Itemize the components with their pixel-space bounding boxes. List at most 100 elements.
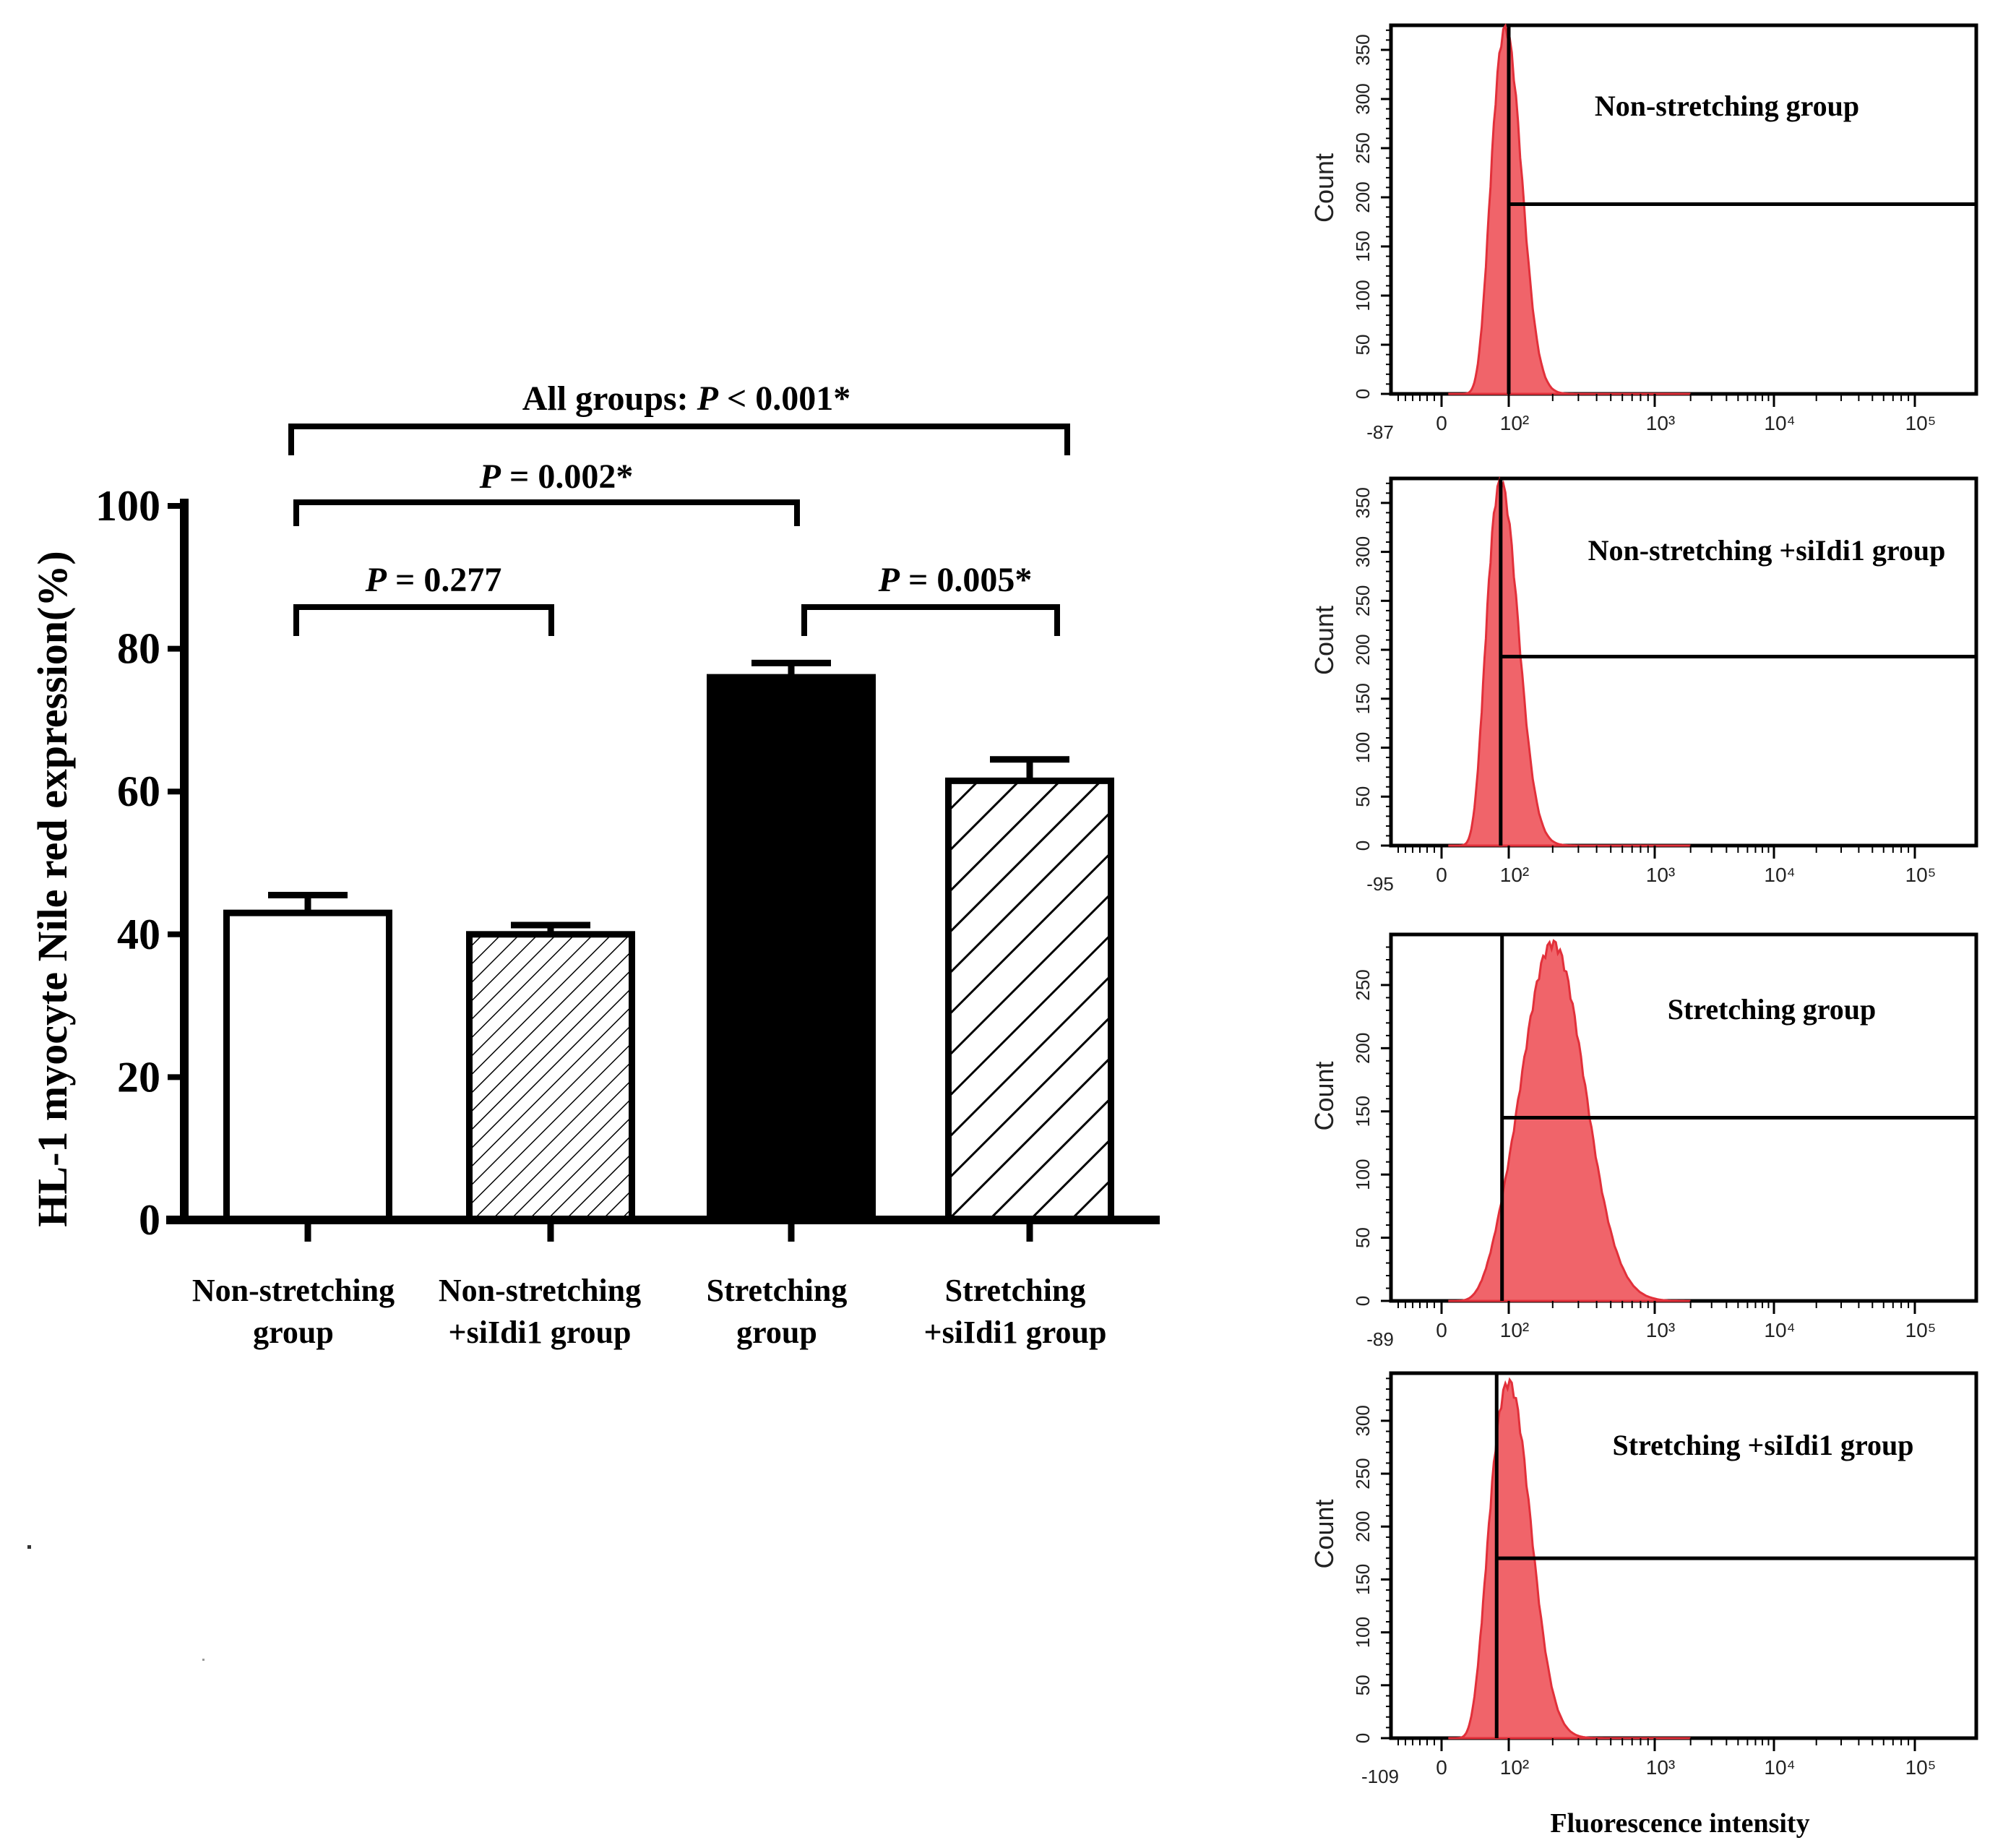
p-value-text: = 0.002* xyxy=(501,457,633,496)
p-value-label: All groups: P < 0.001* xyxy=(522,379,851,418)
histogram-x-tick-label: 10⁵ xyxy=(1905,1756,1937,1779)
histogram-y-tick-label: 100 xyxy=(1352,1159,1374,1190)
histogram-distribution xyxy=(1448,476,1691,847)
histogram-y-tick-label: 150 xyxy=(1352,1564,1374,1595)
histogram-distribution xyxy=(1448,22,1691,395)
histogram-x-tick-label: 10³ xyxy=(1646,412,1675,434)
histogram-x-tick-label: 0 xyxy=(1436,1756,1447,1779)
bar xyxy=(223,909,392,1224)
histogram-title: Non-stretching group xyxy=(1595,90,1859,122)
histogram-x-tick-label: 10⁵ xyxy=(1905,1319,1937,1341)
histogram-x-tick-label: 10² xyxy=(1500,864,1529,886)
histogram-x-tick-label: 0 xyxy=(1436,1319,1447,1341)
stray-mark xyxy=(202,1659,204,1661)
histogram-y-tick-label: 350 xyxy=(1352,34,1374,65)
histogram-x-tick-label: 0 xyxy=(1436,864,1447,886)
bar-category-label: group xyxy=(253,1315,334,1350)
histogram-y-tick-label: 350 xyxy=(1352,487,1374,518)
histogram-y-axis-label: Count xyxy=(1309,606,1339,675)
histogram-panel: 0 50 100 150 200 250 300 Count -109 0 10² 10³ 10⁴ 10⁵… xyxy=(1309,1371,1978,1839)
histogram-y-tick-label: 50 xyxy=(1352,786,1374,807)
bar-marks xyxy=(223,674,1114,1224)
p-value-prefix: All groups: xyxy=(522,379,697,418)
histogram-y-tick-label: 300 xyxy=(1352,536,1374,567)
flow-histograms: 0 50 100 150 200 250 300 350 Count -87 0 10² 10³ 10⁴ 1… xyxy=(1309,22,1978,1839)
p-value-label: P = 0.002* xyxy=(479,457,634,496)
bracket-line xyxy=(288,424,1070,455)
bar-y-tick-label: 60 xyxy=(117,768,160,815)
significance-bracket: P = 0.277 xyxy=(293,561,554,636)
bar-y-tick-label: 40 xyxy=(117,911,160,958)
bar xyxy=(466,931,635,1224)
histogram-x-tick-label: 10⁴ xyxy=(1764,412,1795,434)
histogram-y-tick-label: 50 xyxy=(1352,1675,1374,1696)
histogram-x-tick-label: 10² xyxy=(1500,1319,1529,1341)
histogram-x-tick-label: -109 xyxy=(1361,1766,1399,1787)
histogram-y-tick-label: 100 xyxy=(1352,732,1374,763)
histogram-y-axis-label: Count xyxy=(1309,1061,1339,1130)
bar-y-tick-label: 100 xyxy=(95,482,160,530)
histogram-x-tick-label: 10⁴ xyxy=(1764,864,1795,886)
histogram-x-tick-label: 10² xyxy=(1500,1756,1529,1779)
histogram-title: Stretching +siIdi1 group xyxy=(1613,1429,1914,1461)
histogram-y-tick-label: 200 xyxy=(1352,181,1374,212)
histogram-y-tick-label: 50 xyxy=(1352,335,1374,356)
bar-category-label: Non-stretching xyxy=(439,1273,641,1308)
histogram-y-tick-label: 250 xyxy=(1352,132,1374,163)
histogram-y-tick-label: 0 xyxy=(1352,389,1374,399)
stray-mark xyxy=(27,1545,31,1549)
bar-category-label: Stretching xyxy=(707,1273,848,1308)
histogram-y-axis-label: Count xyxy=(1309,153,1339,223)
p-value-text: = 0.277 xyxy=(387,561,501,599)
histogram-y-tick-label: 0 xyxy=(1352,841,1374,851)
significance-bracket: All groups: P < 0.001* xyxy=(288,379,1070,455)
histogram-y-tick-label: 300 xyxy=(1352,1405,1374,1436)
histogram-y-tick-label: 0 xyxy=(1352,1733,1374,1743)
histogram-y-tick-label: 250 xyxy=(1352,1458,1374,1489)
histogram-x-tick-label: 10⁴ xyxy=(1764,1756,1795,1779)
p-symbol: P xyxy=(479,457,501,496)
p-symbol: P xyxy=(365,561,387,599)
histogram-distribution xyxy=(1448,939,1691,1302)
histogram-title: Stretching group xyxy=(1668,993,1877,1026)
p-symbol: P xyxy=(878,561,900,599)
bar-y-tick-label: 20 xyxy=(117,1053,160,1101)
bar-category-label: +siIdi1 group xyxy=(449,1315,632,1350)
histogram-y-tick-label: 50 xyxy=(1352,1227,1374,1248)
histogram-y-tick-label: 150 xyxy=(1352,683,1374,714)
histogram-y-tick-label: 300 xyxy=(1352,83,1374,114)
histogram-y-tick-label: 200 xyxy=(1352,1511,1374,1542)
histogram-y-tick-label: 100 xyxy=(1352,280,1374,311)
histogram-y-tick-label: 200 xyxy=(1352,634,1374,665)
histogram-y-tick-label: 0 xyxy=(1352,1296,1374,1306)
bar-y-axis-ticks: 0 20 40 60 80 100 xyxy=(95,482,186,1244)
histogram-x-axis-label: Fluorescence intensity xyxy=(1550,1808,1809,1839)
bar xyxy=(945,777,1114,1224)
histogram-x-tick-label: 10³ xyxy=(1646,1319,1675,1341)
bar-category-label: group xyxy=(736,1315,817,1350)
bar-x-axis-labels: Non-stretching group Non-stretching +siIdi1… xyxy=(192,1220,1106,1350)
histogram-x-tick-label: 10⁵ xyxy=(1905,412,1937,434)
histogram-x-tick-label: 0 xyxy=(1436,412,1447,434)
histogram-x-tick-label: -95 xyxy=(1366,873,1394,895)
bracket-line xyxy=(293,604,554,636)
histogram-x-tick-label: 10² xyxy=(1500,412,1529,434)
histogram-title: Non-stretching +siIdi1 group xyxy=(1588,534,1946,567)
bar-category-label: Stretching xyxy=(945,1273,1086,1308)
histogram-x-tick-label: -89 xyxy=(1366,1328,1394,1350)
p-symbol: P xyxy=(697,379,719,418)
histogram-x-tick-label: -87 xyxy=(1366,421,1394,443)
histogram-y-tick-label: 150 xyxy=(1352,231,1374,262)
histogram-y-tick-label: 100 xyxy=(1352,1617,1374,1648)
p-value-text: < 0.001* xyxy=(718,379,850,418)
histogram-x-tick-label: 10⁵ xyxy=(1905,864,1937,886)
histogram-y-tick-label: 200 xyxy=(1352,1033,1374,1064)
histogram-y-tick-label: 150 xyxy=(1352,1096,1374,1127)
histogram-x-tick-label: 10³ xyxy=(1646,1756,1675,1779)
bracket-line xyxy=(293,499,800,526)
significance-bracket: P = 0.005* xyxy=(801,561,1060,636)
bar-category-label: Non-stretching xyxy=(192,1273,395,1308)
histogram-x-tick-label: 10³ xyxy=(1646,864,1675,886)
